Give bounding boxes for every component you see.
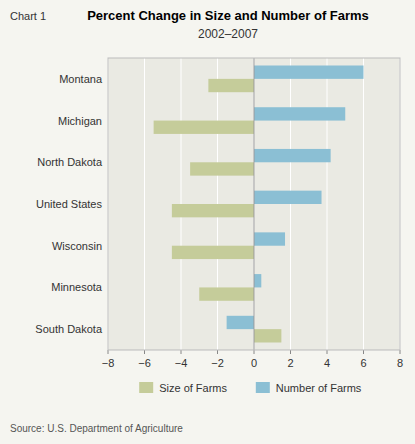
bar	[254, 274, 261, 287]
legend-swatch	[139, 382, 153, 393]
tick-mark	[108, 350, 109, 354]
bar	[254, 149, 331, 162]
bar	[254, 191, 322, 204]
source: Source: U.S. Department of Agriculture	[10, 423, 183, 434]
plot-area	[108, 58, 400, 350]
category-label: Wisconsin	[52, 240, 102, 252]
bar	[154, 121, 254, 134]
category-label: South Dakota	[35, 323, 103, 335]
tick-mark	[327, 350, 328, 354]
tick-mark	[400, 350, 401, 354]
bar	[254, 232, 285, 245]
bar	[172, 204, 254, 217]
title: Percent Change in Size and Number of Far…	[87, 8, 369, 23]
tick-mark	[290, 350, 291, 354]
subtitle: 2002–2007	[198, 27, 258, 41]
tick-mark	[363, 350, 364, 354]
y-axis: Montana Michigan North Dakota United States…	[35, 73, 103, 335]
legend-label: Number of Farms	[276, 382, 362, 394]
grid	[108, 58, 400, 350]
tick-mark	[254, 350, 255, 354]
chart-label: Chart 1	[10, 10, 46, 22]
category-label: North Dakota	[37, 156, 103, 168]
bar	[199, 287, 254, 300]
tick-label: 8	[397, 357, 403, 369]
bar	[172, 246, 254, 259]
plot-frame	[108, 58, 400, 350]
category-label: United States	[36, 198, 103, 210]
x-axis: −8 −6 −4 −2 0 2 4 6 8	[102, 350, 403, 369]
tick-label: −4	[175, 357, 188, 369]
tick-label: −6	[138, 357, 151, 369]
grid-line	[363, 58, 364, 350]
tick-label: 2	[287, 357, 293, 369]
legend-label: Size of Farms	[159, 382, 227, 394]
bars	[154, 66, 364, 343]
bar	[227, 316, 254, 329]
tick-label: 6	[360, 357, 366, 369]
category-label: Minnesota	[51, 281, 103, 293]
bar	[254, 107, 345, 120]
chart: Chart 1 Percent Change in Size and Number…	[0, 0, 415, 444]
bar	[190, 162, 254, 175]
legend-swatch	[256, 382, 270, 393]
tick-label: 4	[324, 357, 330, 369]
grid-line	[327, 58, 328, 350]
background	[0, 0, 415, 444]
legend: Size of Farms Number of Farms	[139, 382, 362, 394]
bar	[208, 79, 254, 92]
tick-label: −8	[102, 357, 115, 369]
zero-line	[254, 58, 255, 350]
bar	[254, 66, 364, 79]
grid-line	[254, 58, 255, 350]
category-label: Michigan	[58, 115, 102, 127]
tick-label: −2	[211, 357, 224, 369]
tick-mark	[181, 350, 182, 354]
grid-line	[144, 58, 145, 350]
tick-mark	[144, 350, 145, 354]
tick-mark	[217, 350, 218, 354]
category-label: Montana	[59, 73, 103, 85]
bar	[254, 329, 281, 342]
tick-label: 0	[251, 357, 257, 369]
